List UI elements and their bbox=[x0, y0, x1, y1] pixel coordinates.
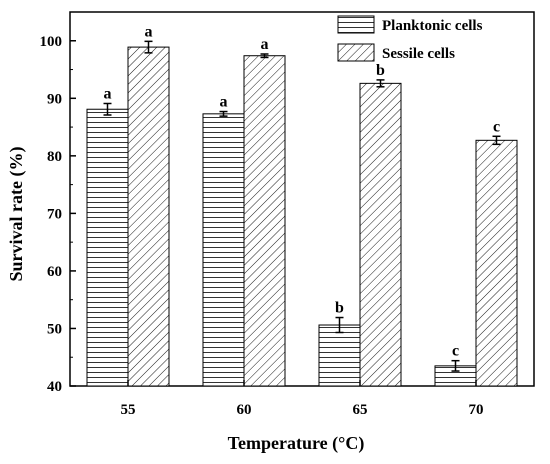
y-tick-label: 70 bbox=[47, 206, 62, 222]
legend-swatch-planktonic bbox=[337, 15, 375, 34]
y-tick-label: 40 bbox=[47, 379, 62, 395]
significance-label: a bbox=[104, 85, 112, 102]
x-axis: 55 60 65 70 bbox=[121, 380, 484, 418]
y-tick-label: 100 bbox=[40, 34, 63, 50]
bar-planktonic bbox=[318, 324, 361, 387]
plot-area bbox=[69, 11, 535, 387]
significance-label: c bbox=[493, 118, 500, 135]
error-bars-layer bbox=[103, 40, 501, 372]
bar-sessile bbox=[359, 82, 402, 387]
x-tick-label: 55 bbox=[121, 402, 136, 418]
y-tick-label: 50 bbox=[47, 321, 62, 337]
significance-label: a bbox=[145, 23, 153, 40]
x-tick-label: 60 bbox=[237, 402, 252, 418]
y-axis-title: Survival rate (%) bbox=[6, 147, 27, 282]
legend-label-sessile: Sessile cells bbox=[382, 46, 455, 62]
x-tick-label: 65 bbox=[353, 402, 368, 418]
y-axis: 40 50 60 70 80 90 100 bbox=[40, 34, 76, 395]
bar-planktonic bbox=[202, 113, 245, 387]
significance-label: c bbox=[452, 343, 459, 360]
legend-swatch-sessile bbox=[337, 43, 375, 62]
y-tick-label: 60 bbox=[47, 264, 62, 280]
significance-labels-layer: a a b c a a b c bbox=[104, 23, 501, 359]
bars-layer bbox=[86, 46, 518, 387]
significance-label: b bbox=[335, 300, 344, 317]
significance-label: a bbox=[261, 36, 269, 53]
legend-label-planktonic: Planktonic cells bbox=[382, 18, 483, 34]
significance-label: a bbox=[220, 94, 228, 111]
bar-sessile bbox=[243, 55, 286, 387]
plot-frame bbox=[69, 11, 535, 387]
legend: Planktonic cells Sessile cells bbox=[337, 15, 483, 62]
y-tick-label: 90 bbox=[47, 91, 62, 107]
bar-sessile bbox=[475, 139, 518, 387]
y-tick-label: 80 bbox=[47, 149, 62, 165]
x-axis-title: Temperature (°C) bbox=[228, 433, 365, 454]
x-tick-label: 70 bbox=[469, 402, 484, 418]
bar-sessile bbox=[127, 46, 170, 387]
significance-label: b bbox=[376, 62, 385, 79]
bar-planktonic bbox=[86, 108, 129, 387]
